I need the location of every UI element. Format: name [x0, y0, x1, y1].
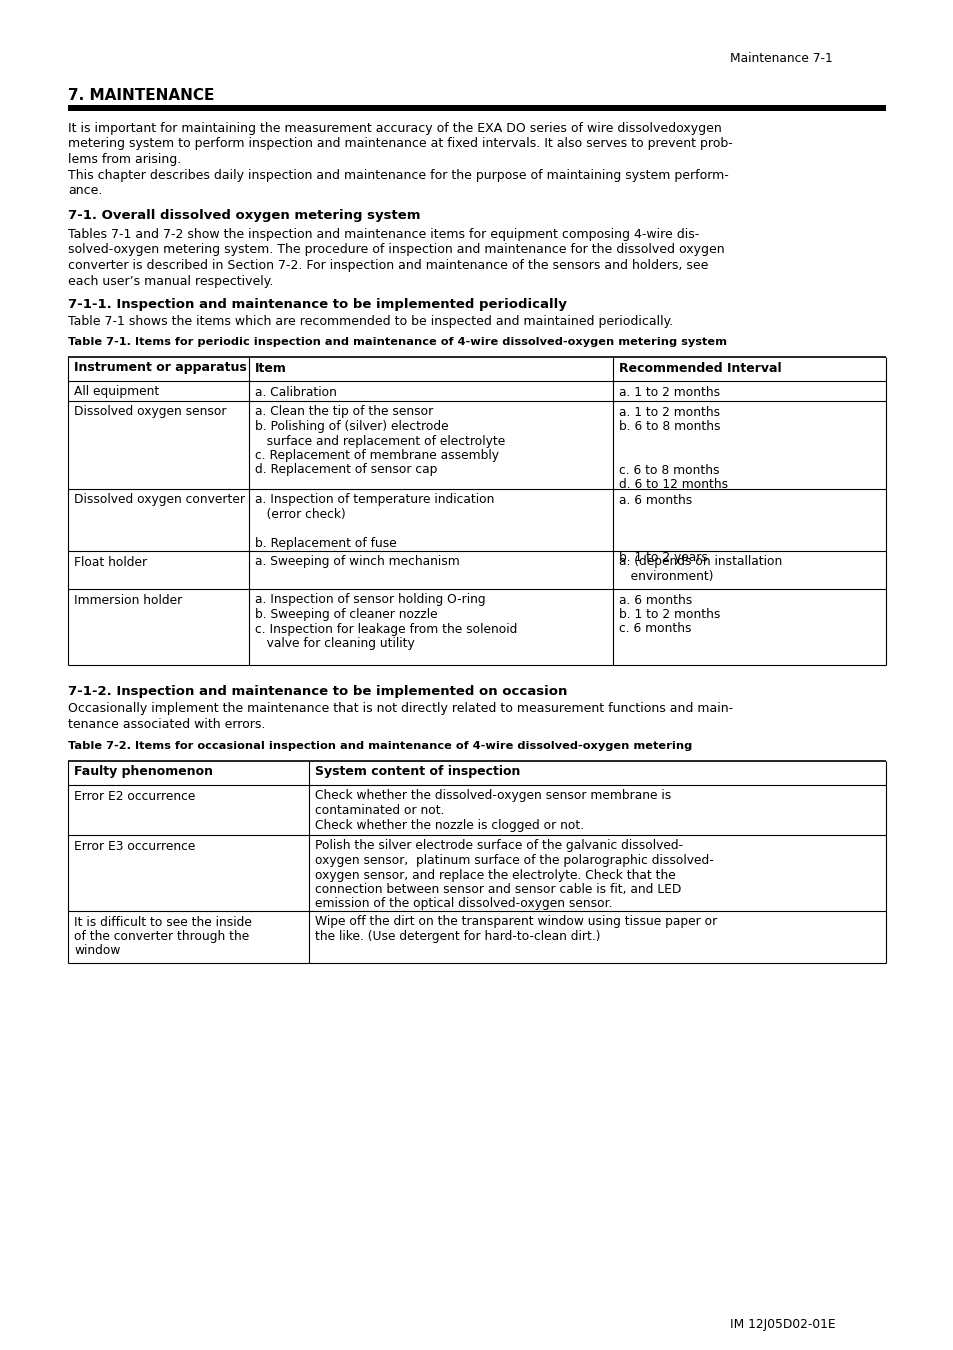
Text: Dissolved oxygen converter: Dissolved oxygen converter	[74, 494, 245, 506]
Text: b. Replacement of fuse: b. Replacement of fuse	[254, 537, 396, 549]
Text: c. Replacement of membrane assembly: c. Replacement of membrane assembly	[254, 450, 498, 462]
Text: environment): environment)	[618, 570, 713, 583]
Text: It is difficult to see the inside: It is difficult to see the inside	[74, 915, 252, 929]
Text: Occasionally implement the maintenance that is not directly related to measureme: Occasionally implement the maintenance t…	[68, 702, 732, 716]
Text: Table 7-1. Items for periodic inspection and maintenance of 4-wire dissolved-oxy: Table 7-1. Items for periodic inspection…	[68, 338, 726, 347]
Text: a. Clean the tip of the sensor: a. Clean the tip of the sensor	[254, 405, 433, 418]
Text: Immersion holder: Immersion holder	[74, 594, 182, 606]
Text: Faulty phenomenon: Faulty phenomenon	[74, 765, 213, 779]
Text: ance.: ance.	[68, 184, 102, 197]
Text: c. 6 to 8 months: c. 6 to 8 months	[618, 463, 719, 477]
Text: contaminated or not.: contaminated or not.	[314, 805, 444, 817]
Text: Error E2 occurrence: Error E2 occurrence	[74, 790, 195, 802]
Text: 7-1-2. Inspection and maintenance to be implemented on occasion: 7-1-2. Inspection and maintenance to be …	[68, 684, 567, 698]
Text: Float holder: Float holder	[74, 555, 147, 568]
Text: Tables 7-1 and 7-2 show the inspection and maintenance items for equipment compo: Tables 7-1 and 7-2 show the inspection a…	[68, 228, 699, 242]
Text: a. Calibration: a. Calibration	[254, 386, 336, 398]
Text: c. 6 months: c. 6 months	[618, 622, 691, 636]
Text: valve for cleaning utility: valve for cleaning utility	[254, 637, 415, 649]
Text: metering system to perform inspection and maintenance at fixed intervals. It als: metering system to perform inspection an…	[68, 138, 732, 150]
Text: Table 7-1 shows the items which are recommended to be inspected and maintained p: Table 7-1 shows the items which are reco…	[68, 316, 673, 328]
Text: Wipe off the dirt on the transparent window using tissue paper or: Wipe off the dirt on the transparent win…	[314, 915, 717, 929]
Text: a. 6 months: a. 6 months	[618, 594, 692, 606]
Text: 7-1. Overall dissolved oxygen metering system: 7-1. Overall dissolved oxygen metering s…	[68, 209, 420, 223]
Text: Check whether the dissolved-oxygen sensor membrane is: Check whether the dissolved-oxygen senso…	[314, 790, 671, 802]
Text: a. Inspection of temperature indication: a. Inspection of temperature indication	[254, 494, 494, 506]
Text: tenance associated with errors.: tenance associated with errors.	[68, 717, 265, 730]
Text: All equipment: All equipment	[74, 386, 159, 398]
Text: solved-oxygen metering system. The procedure of inspection and maintenance for t: solved-oxygen metering system. The proce…	[68, 243, 724, 256]
Text: b. 6 to 8 months: b. 6 to 8 months	[618, 420, 720, 433]
Text: Maintenance 7-1: Maintenance 7-1	[729, 53, 832, 65]
Text: b. Sweeping of cleaner nozzle: b. Sweeping of cleaner nozzle	[254, 608, 437, 621]
Text: 7-1-1. Inspection and maintenance to be implemented periodically: 7-1-1. Inspection and maintenance to be …	[68, 298, 566, 311]
Text: a. 6 months: a. 6 months	[618, 494, 692, 506]
Text: Item: Item	[254, 362, 287, 374]
Text: converter is described in Section 7-2. For inspection and maintenance of the sen: converter is described in Section 7-2. F…	[68, 259, 708, 271]
Text: a. Sweeping of winch mechanism: a. Sweeping of winch mechanism	[254, 555, 459, 568]
Text: It is important for maintaining the measurement accuracy of the EXA DO series of: It is important for maintaining the meas…	[68, 122, 721, 135]
Text: oxygen sensor,  platinum surface of the polarographic dissolved-: oxygen sensor, platinum surface of the p…	[314, 855, 713, 867]
Text: b. Polishing of (silver) electrode: b. Polishing of (silver) electrode	[254, 420, 448, 433]
Text: a. 1 to 2 months: a. 1 to 2 months	[618, 405, 720, 418]
Text: Table 7-2. Items for occasional inspection and maintenance of 4-wire dissolved-o: Table 7-2. Items for occasional inspecti…	[68, 741, 692, 751]
Text: Check whether the nozzle is clogged or not.: Check whether the nozzle is clogged or n…	[314, 818, 583, 832]
Text: Dissolved oxygen sensor: Dissolved oxygen sensor	[74, 405, 226, 418]
Text: 7. MAINTENANCE: 7. MAINTENANCE	[68, 88, 214, 103]
Text: Polish the silver electrode surface of the galvanic dissolved-: Polish the silver electrode surface of t…	[314, 840, 682, 852]
Text: (error check): (error check)	[254, 508, 345, 521]
Text: b. 1 to 2 years: b. 1 to 2 years	[618, 552, 707, 564]
Text: d. Replacement of sensor cap: d. Replacement of sensor cap	[254, 463, 436, 477]
Text: IM 12J05D02-01E: IM 12J05D02-01E	[729, 1318, 835, 1331]
Text: connection between sensor and sensor cable is fit, and LED: connection between sensor and sensor cab…	[314, 883, 680, 896]
Text: of the converter through the: of the converter through the	[74, 930, 249, 944]
Bar	[68, 105, 885, 111]
Text: d. 6 to 12 months: d. 6 to 12 months	[618, 478, 727, 491]
Text: surface and replacement of electrolyte: surface and replacement of electrolyte	[254, 435, 505, 447]
Text: c. Inspection for leakage from the solenoid: c. Inspection for leakage from the solen…	[254, 622, 517, 636]
Text: a. (depends on installation: a. (depends on installation	[618, 555, 781, 568]
Text: b. 1 to 2 months: b. 1 to 2 months	[618, 608, 720, 621]
Text: Recommended Interval: Recommended Interval	[618, 362, 781, 374]
Text: This chapter describes daily inspection and maintenance for the purpose of maint: This chapter describes daily inspection …	[68, 169, 728, 181]
Text: each user’s manual respectively.: each user’s manual respectively.	[68, 274, 274, 288]
Text: oxygen sensor, and replace the electrolyte. Check that the: oxygen sensor, and replace the electroly…	[314, 868, 675, 882]
Text: Instrument or apparatus: Instrument or apparatus	[74, 362, 247, 374]
Text: lems from arising.: lems from arising.	[68, 153, 181, 166]
Text: the like. (Use detergent for hard-to-clean dirt.): the like. (Use detergent for hard-to-cle…	[314, 930, 599, 944]
Text: Error E3 occurrence: Error E3 occurrence	[74, 840, 195, 852]
Text: a. 1 to 2 months: a. 1 to 2 months	[618, 386, 720, 398]
Text: emission of the optical dissolved-oxygen sensor.: emission of the optical dissolved-oxygen…	[314, 898, 612, 910]
Text: window: window	[74, 945, 120, 957]
Text: a. Inspection of sensor holding O-ring: a. Inspection of sensor holding O-ring	[254, 594, 485, 606]
Text: System content of inspection: System content of inspection	[314, 765, 519, 779]
